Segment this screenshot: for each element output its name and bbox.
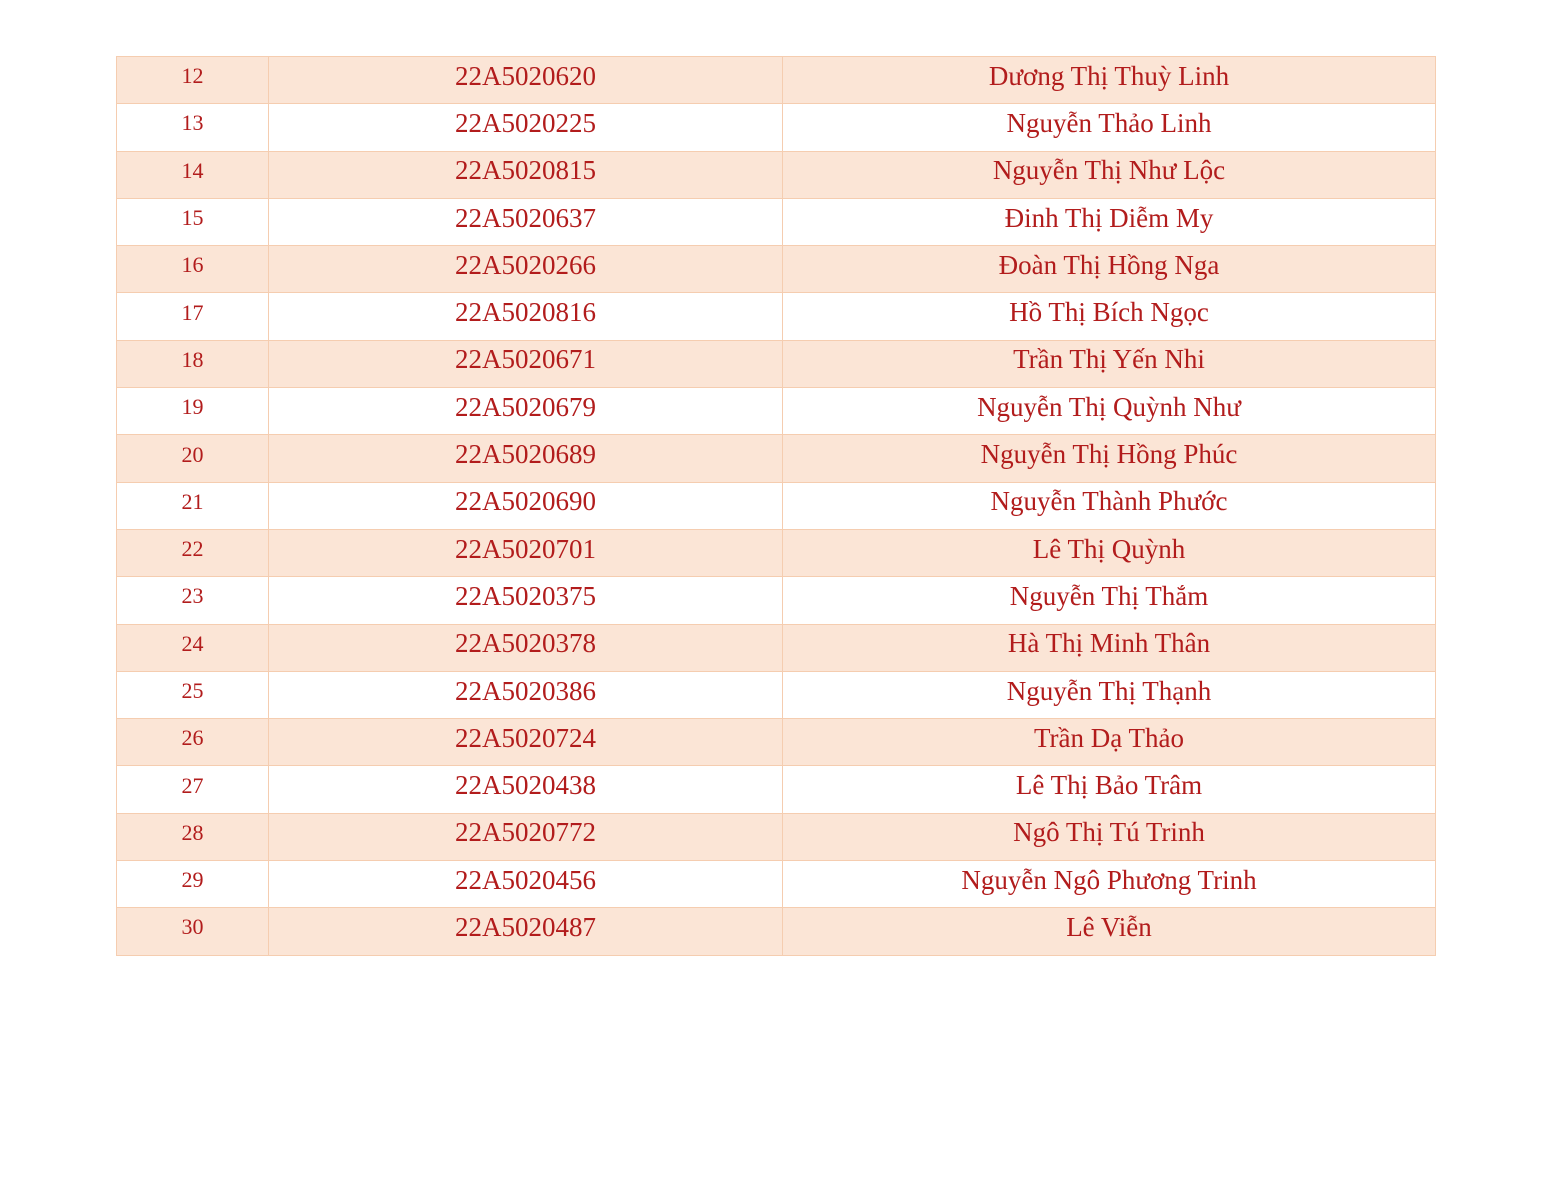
student-code-cell: 22A5020815: [268, 150, 783, 199]
row-number-cell: 18: [116, 339, 269, 389]
student-code-cell: 22A5020701: [268, 528, 783, 578]
table-row: 17 22A5020816 Hồ Thị Bích Ngọc: [116, 292, 1436, 341]
row-number-cell: 30: [116, 907, 269, 956]
student-name-cell: Trần Thị Yến Nhi: [782, 339, 1436, 389]
row-number-cell: 17: [116, 292, 269, 341]
student-code-cell: 22A5020620: [268, 55, 783, 105]
student-code-cell: 22A5020456: [268, 860, 783, 909]
student-name-cell: Đoàn Thị Hồng Nga: [782, 245, 1436, 294]
student-name-cell: Nguyễn Thị Hồng Phúc: [782, 434, 1436, 483]
row-number-cell: 13: [116, 103, 269, 152]
table-row: 28 22A5020772 Ngô Thị Tú Trinh: [116, 812, 1436, 862]
student-code-cell: 22A5020816: [268, 292, 783, 341]
row-number-cell: 26: [116, 718, 269, 767]
table-row: 14 22A5020815 Nguyễn Thị Như Lộc: [116, 150, 1436, 199]
student-name-cell: Nguyễn Thảo Linh: [782, 103, 1436, 152]
student-name-cell: Nguyễn Ngô Phương Trinh: [782, 860, 1436, 909]
student-name-cell: Nguyễn Thị Thạnh: [782, 670, 1436, 720]
table-body: 12 22A5020620 Dương Thị Thuỳ Linh 13 22A5020…: [116, 55, 1436, 956]
student-name-cell: Trần Dạ Thảo: [782, 718, 1436, 767]
student-code-cell: 22A5020679: [268, 387, 783, 436]
table-row: 27 22A5020438 Lê Thị Bảo Trâm: [116, 765, 1436, 814]
student-code-cell: 22A5020772: [268, 812, 783, 862]
row-number-cell: 23: [116, 576, 269, 625]
student-name-cell: Đinh Thị Diễm My: [782, 197, 1436, 247]
table-row: 23 22A5020375 Nguyễn Thị Thắm: [116, 576, 1436, 625]
table-row: 22 22A5020701 Lê Thị Quỳnh: [116, 528, 1436, 578]
row-number-cell: 14: [116, 150, 269, 199]
student-name-cell: Nguyễn Thị Quỳnh Như: [782, 387, 1436, 436]
table-row: 24 22A5020378 Hà Thị Minh Thân: [116, 623, 1436, 672]
student-name-cell: Lê Viễn: [782, 907, 1436, 956]
row-number-cell: 27: [116, 765, 269, 814]
student-code-cell: 22A5020378: [268, 623, 783, 672]
row-number-cell: 19: [116, 387, 269, 436]
row-number-cell: 15: [116, 197, 269, 247]
student-name-cell: Hà Thị Minh Thân: [782, 623, 1436, 672]
student-name-cell: Lê Thị Quỳnh: [782, 528, 1436, 578]
student-code-cell: 22A5020690: [268, 481, 783, 530]
table-row: 15 22A5020637 Đinh Thị Diễm My: [116, 197, 1436, 247]
student-code-cell: 22A5020438: [268, 765, 783, 814]
student-code-cell: 22A5020637: [268, 197, 783, 247]
row-number-cell: 22: [116, 528, 269, 578]
row-number-cell: 12: [116, 55, 269, 105]
student-code-cell: 22A5020225: [268, 103, 783, 152]
table-row: 25 22A5020386 Nguyễn Thị Thạnh: [116, 670, 1436, 720]
row-number-cell: 28: [116, 812, 269, 862]
table-row: 19 22A5020679 Nguyễn Thị Quỳnh Như: [116, 387, 1436, 436]
student-name-cell: Dương Thị Thuỳ Linh: [782, 55, 1436, 105]
table-row: 30 22A5020487 Lê Viễn: [116, 907, 1436, 956]
row-number-cell: 25: [116, 670, 269, 720]
student-name-cell: Nguyễn Thị Như Lộc: [782, 150, 1436, 199]
student-code-cell: 22A5020386: [268, 670, 783, 720]
table-row: 29 22A5020456 Nguyễn Ngô Phương Trinh: [116, 860, 1436, 909]
student-code-cell: 22A5020671: [268, 339, 783, 389]
table-row: 20 22A5020689 Nguyễn Thị Hồng Phúc: [116, 434, 1436, 483]
row-number-cell: 20: [116, 434, 269, 483]
table-row: 13 22A5020225 Nguyễn Thảo Linh: [116, 103, 1436, 152]
table-row: 21 22A5020690 Nguyễn Thành Phước: [116, 481, 1436, 530]
student-name-cell: Nguyễn Thành Phước: [782, 481, 1436, 530]
table-row: 18 22A5020671 Trần Thị Yến Nhi: [116, 339, 1436, 389]
student-name-cell: Lê Thị Bảo Trâm: [782, 765, 1436, 814]
table-row: 16 22A5020266 Đoàn Thị Hồng Nga: [116, 245, 1436, 294]
student-code-cell: 22A5020487: [268, 907, 783, 956]
row-number-cell: 29: [116, 860, 269, 909]
student-name-cell: Nguyễn Thị Thắm: [782, 576, 1436, 625]
student-code-cell: 22A5020724: [268, 718, 783, 767]
row-number-cell: 21: [116, 481, 269, 530]
student-code-cell: 22A5020266: [268, 245, 783, 294]
table-row: 12 22A5020620 Dương Thị Thuỳ Linh: [116, 55, 1436, 105]
table-row: 26 22A5020724 Trần Dạ Thảo: [116, 718, 1436, 767]
student-name-cell: Hồ Thị Bích Ngọc: [782, 292, 1436, 341]
student-code-cell: 22A5020375: [268, 576, 783, 625]
row-number-cell: 24: [116, 623, 269, 672]
student-name-cell: Ngô Thị Tú Trinh: [782, 812, 1436, 862]
student-code-cell: 22A5020689: [268, 434, 783, 483]
row-number-cell: 16: [116, 245, 269, 294]
student-list-table: 12 22A5020620 Dương Thị Thuỳ Linh 13 22A5020…: [116, 55, 1436, 956]
